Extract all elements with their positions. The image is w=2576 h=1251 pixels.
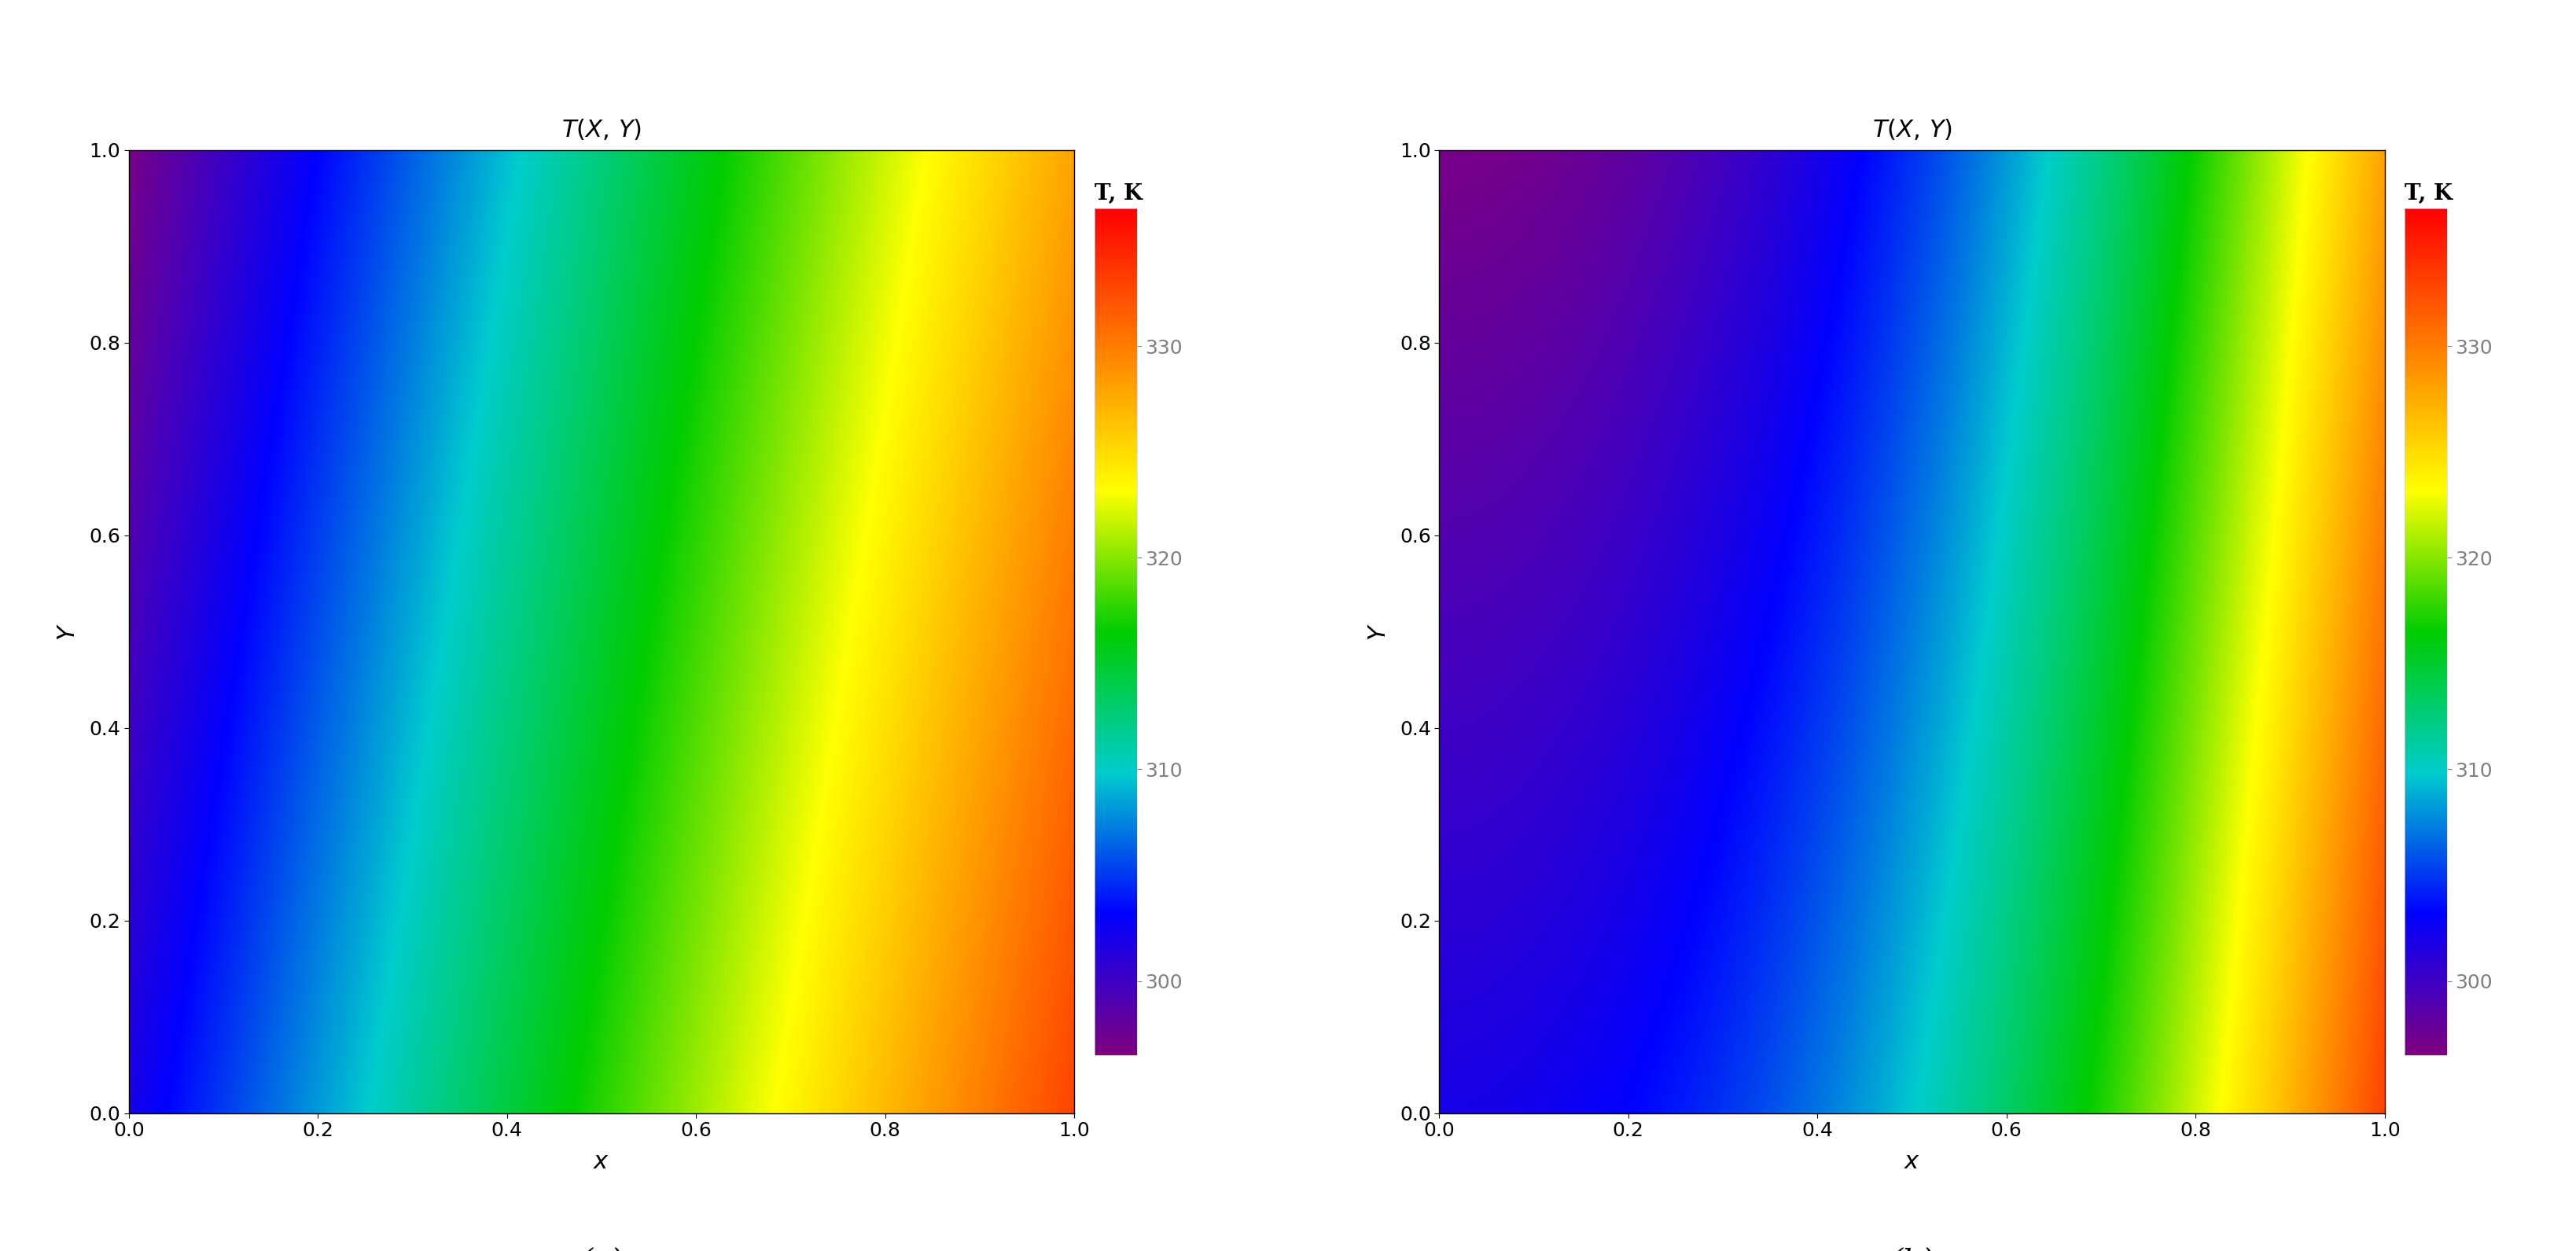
Title: $\mathit{T}(\mathit{X},\,\mathit{Y})$: $\mathit{T}(\mathit{X},\,\mathit{Y})$ [1873, 118, 1953, 143]
X-axis label: $\mathit{x}$: $\mathit{x}$ [1904, 1150, 1919, 1173]
Y-axis label: $\mathit{Y}$: $\mathit{Y}$ [57, 623, 80, 641]
Text: T, K: T, K [2406, 183, 2452, 204]
X-axis label: $\mathit{x}$: $\mathit{x}$ [592, 1150, 611, 1173]
Text: (b): (b) [1891, 1248, 1935, 1251]
Text: (a): (a) [580, 1248, 623, 1251]
Y-axis label: $\mathit{Y}$: $\mathit{Y}$ [1365, 623, 1391, 641]
Text: T, K: T, K [1095, 183, 1144, 204]
Title: $\mathit{T}(\mathit{X},\,\mathit{Y})$: $\mathit{T}(\mathit{X},\,\mathit{Y})$ [562, 118, 641, 143]
